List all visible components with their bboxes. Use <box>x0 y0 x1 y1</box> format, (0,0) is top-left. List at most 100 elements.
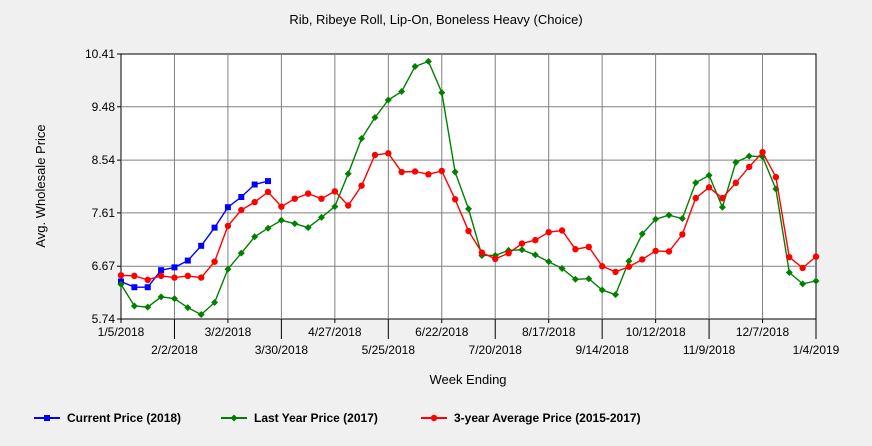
data-point <box>438 89 446 97</box>
data-point <box>264 224 272 232</box>
data-point <box>598 263 606 270</box>
data-point <box>264 188 272 196</box>
data-point <box>612 268 619 276</box>
data-point <box>732 158 740 166</box>
data-point <box>545 258 553 266</box>
data-point <box>251 181 258 188</box>
data-point <box>786 253 793 261</box>
x-tick-label: 9/14/2018 <box>575 343 629 357</box>
data-point <box>117 272 125 279</box>
data-point <box>371 114 379 122</box>
legend-marker <box>44 415 50 421</box>
data-point <box>277 216 285 224</box>
data-point <box>345 202 352 209</box>
x-tick-label: 10/12/2018 <box>626 325 686 339</box>
data-point <box>384 96 392 104</box>
data-point <box>385 150 392 157</box>
y-tick-label: 9.48 <box>92 100 116 114</box>
x-tick-label: 3/30/2018 <box>255 343 309 357</box>
x-tick-label: 1/5/2018 <box>98 325 145 339</box>
data-point <box>317 213 325 221</box>
data-point <box>157 272 165 280</box>
data-point <box>398 87 406 95</box>
data-point <box>211 299 219 307</box>
data-point <box>772 173 780 181</box>
x-tick-label: 3/2/2018 <box>205 325 252 339</box>
data-point <box>518 240 526 247</box>
data-point <box>411 168 419 175</box>
data-point <box>799 280 807 288</box>
y-tick-label: 5.74 <box>92 312 116 326</box>
data-point <box>170 295 178 303</box>
data-point <box>679 231 686 238</box>
legend-marker <box>430 414 438 422</box>
data-point <box>184 304 192 312</box>
data-point <box>571 275 579 283</box>
data-point <box>411 62 419 70</box>
data-point <box>144 276 151 284</box>
y-tick-label: 10.41 <box>85 47 115 61</box>
data-point <box>211 224 218 231</box>
x-tick-label: 6/22/2018 <box>415 325 469 339</box>
data-point <box>358 135 366 143</box>
data-point <box>665 248 673 255</box>
data-point <box>117 280 125 288</box>
data-point <box>358 182 365 189</box>
data-point <box>171 274 178 281</box>
data-point <box>545 228 552 236</box>
data-point <box>692 179 700 187</box>
data-point <box>558 264 566 272</box>
data-point <box>505 249 512 257</box>
data-point <box>812 253 820 260</box>
legend-label: Current Price (2018) <box>67 411 181 425</box>
data-point <box>585 243 592 251</box>
data-point <box>465 227 472 235</box>
data-point <box>157 293 165 301</box>
data-point <box>492 255 499 263</box>
data-point <box>211 258 218 265</box>
chart-title: Rib, Ribeye Roll, Lip-On, Boneless Heavy… <box>289 12 582 27</box>
data-point <box>171 264 178 271</box>
data-point <box>558 227 566 234</box>
series-lines <box>117 57 820 318</box>
data-point <box>598 286 606 294</box>
data-point <box>238 193 245 200</box>
data-point <box>318 195 325 202</box>
data-point <box>130 302 138 310</box>
y-axis-ticks: 5.74 6.67 7.61 8.54 9.48 10.41 <box>85 47 121 326</box>
x-tick-label: 1/4/2019 <box>793 343 840 357</box>
data-point <box>678 215 686 223</box>
data-point <box>638 230 646 238</box>
data-point <box>304 224 312 232</box>
data-point <box>304 190 312 197</box>
data-point <box>197 274 205 281</box>
data-point <box>718 203 726 211</box>
data-point <box>451 168 459 176</box>
data-point <box>705 171 713 179</box>
x-axis-label: Week Ending <box>429 372 506 387</box>
legend: Current Price (2018) Last Year Price (201… <box>34 411 641 425</box>
data-point <box>425 171 432 178</box>
legend-marker <box>230 414 238 422</box>
data-point <box>518 246 526 254</box>
data-point <box>451 196 459 203</box>
data-point <box>705 184 713 191</box>
legend-label: 3-year Average Price (2015-2017) <box>454 411 641 425</box>
data-point <box>331 203 339 211</box>
data-point <box>732 179 740 187</box>
data-point <box>532 236 539 244</box>
plot-area <box>120 53 817 320</box>
legend-label: Last Year Price (2017) <box>254 411 378 425</box>
data-point <box>612 291 620 299</box>
data-point <box>224 265 232 273</box>
data-point <box>131 272 138 280</box>
data-point <box>237 249 245 257</box>
x-tick-label: 4/27/2018 <box>308 325 362 339</box>
x-tick-label: 12/7/2018 <box>736 325 790 339</box>
data-point <box>531 251 539 259</box>
data-point <box>251 233 259 241</box>
y-tick-label: 6.67 <box>92 259 116 273</box>
data-point <box>331 188 339 195</box>
data-point <box>719 194 726 202</box>
data-point <box>398 168 405 176</box>
